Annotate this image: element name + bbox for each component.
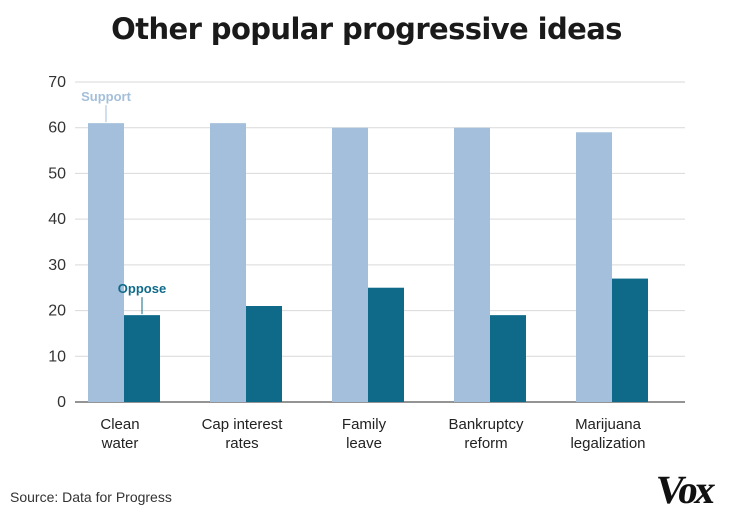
y-tick-label: 30 — [48, 257, 66, 274]
bar-oppose — [490, 315, 526, 402]
bar-support — [88, 123, 124, 403]
annotation-oppose: Oppose — [118, 281, 166, 296]
bar-support — [210, 123, 246, 403]
bars — [88, 123, 648, 403]
vox-logo: Vox — [652, 467, 716, 512]
y-tick-label: 0 — [57, 394, 66, 411]
bar-support — [576, 132, 612, 403]
x-category-label: leave — [346, 435, 382, 452]
x-category-label: Marijuana — [575, 416, 642, 433]
annotation-support: Support — [81, 89, 131, 104]
y-tick-label: 70 — [48, 74, 66, 91]
y-tick-label: 20 — [48, 303, 66, 320]
y-tick-label: 60 — [48, 120, 66, 137]
bar-oppose — [612, 278, 648, 402]
bar-oppose — [368, 287, 404, 402]
bar-support — [454, 127, 490, 402]
y-tick-label: 50 — [48, 165, 66, 182]
x-category-label: Clean — [100, 416, 139, 433]
x-category-label: water — [101, 435, 139, 452]
x-category-label: Bankruptcy — [448, 416, 524, 433]
bar-support — [332, 127, 368, 402]
x-category-label: Family — [342, 416, 387, 433]
source-note: Source: Data for Progress — [10, 489, 172, 505]
x-category-label: Cap interest — [202, 416, 284, 433]
y-axis-ticks: 0 10 20 30 40 50 60 70 — [48, 74, 66, 411]
bar-oppose — [246, 306, 282, 402]
y-tick-label: 10 — [48, 348, 66, 365]
x-category-label: legalization — [570, 435, 645, 452]
x-axis-labels: Clean water Cap interest rates Family leave Ba… — [100, 416, 645, 452]
chart-title: Other popular progressive ideas — [111, 12, 622, 46]
annotations: Support Oppose — [81, 89, 166, 315]
x-category-label: reform — [464, 435, 507, 452]
y-tick-label: 40 — [48, 211, 66, 228]
x-category-label: rates — [225, 435, 258, 452]
bar-oppose — [124, 315, 160, 402]
